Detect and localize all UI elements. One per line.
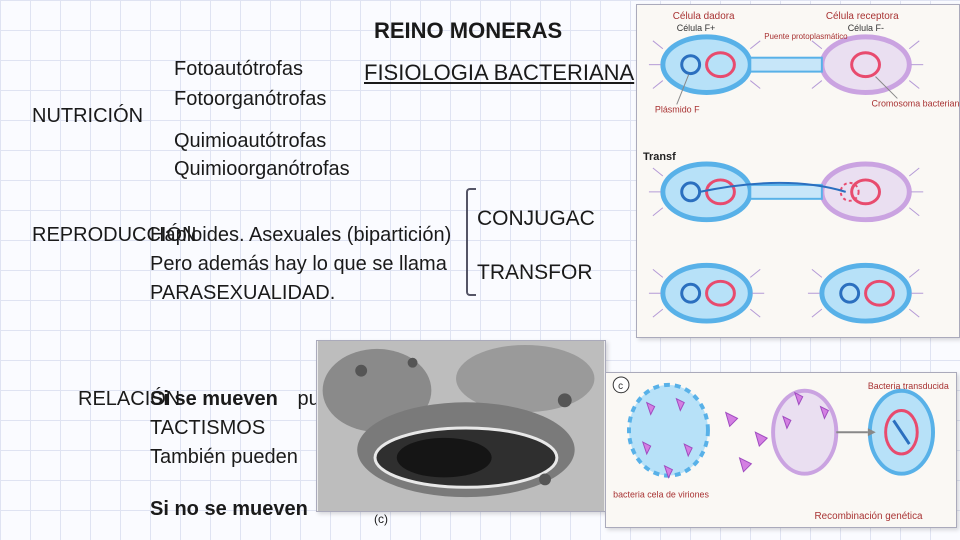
relacion-line2: TACTISMOS [150, 417, 265, 440]
lbl-top-l: Célula dadora [673, 11, 735, 22]
slide-title: REINO MONERAS [374, 18, 562, 44]
lbl-circ-c: c [618, 381, 623, 392]
lbl-plasmido: Plásmido F [655, 104, 700, 114]
repro-call2: TRANSFOR [477, 261, 593, 285]
lbl-transf: Transf [643, 151, 676, 163]
lbl-top-r: Célula receptora [826, 11, 899, 22]
lbl-cromosoma: Cromosoma bacteriano [872, 98, 959, 108]
repro-line2: Pero además hay lo que se llama [150, 253, 447, 276]
microscopy-image [316, 340, 606, 512]
lbl-puente: Puente protoplasmático [764, 32, 848, 41]
slide: REINO MONERAS FISIOLOGIA BACTERIANA NUTR… [0, 0, 960, 540]
nutricion-item-0: Fotoautótrofas [174, 58, 303, 81]
repro-line3: PARASEXUALIDAD. [150, 282, 335, 305]
repro-call1: CONJUGAC [477, 207, 595, 231]
lbl-bact-trans: Bacteria transducida [868, 381, 949, 391]
row3 [649, 265, 923, 321]
nutricion-label: NUTRICIÓN [32, 105, 143, 128]
lbl-recomb: Recombinación genética [815, 511, 923, 522]
relacion-bold1: Si se mueven [150, 388, 278, 411]
lbl-viriones: bacteria cela de viriones [613, 489, 709, 499]
row2 [649, 164, 923, 220]
relacion-bold2: Si no se mueven [150, 498, 308, 521]
conjugation-diagram: Célula dadora Célula receptora Célula F+… [636, 4, 960, 338]
lbl-cell-r: Célula F- [848, 23, 884, 33]
transduction-diagram: bacteria cela de viriones Bacteria trans… [605, 372, 957, 528]
relacion-line3a: También pueden [150, 446, 298, 469]
nutricion-item-2: Quimioautótrofas [174, 130, 326, 153]
lbl-cell-l: Célula F+ [677, 23, 715, 33]
repro-line1a: Haploides. Asexuales (bipartición) [150, 224, 451, 247]
callout-bracket [466, 188, 476, 296]
nutricion-item-3: Quimioorganótrofas [174, 158, 350, 181]
relacion-small-c: (c) [374, 512, 388, 526]
section-heading: FISIOLOGIA BACTERIANA [364, 60, 634, 86]
nutricion-item-1: Fotoorganótrofas [174, 88, 326, 111]
